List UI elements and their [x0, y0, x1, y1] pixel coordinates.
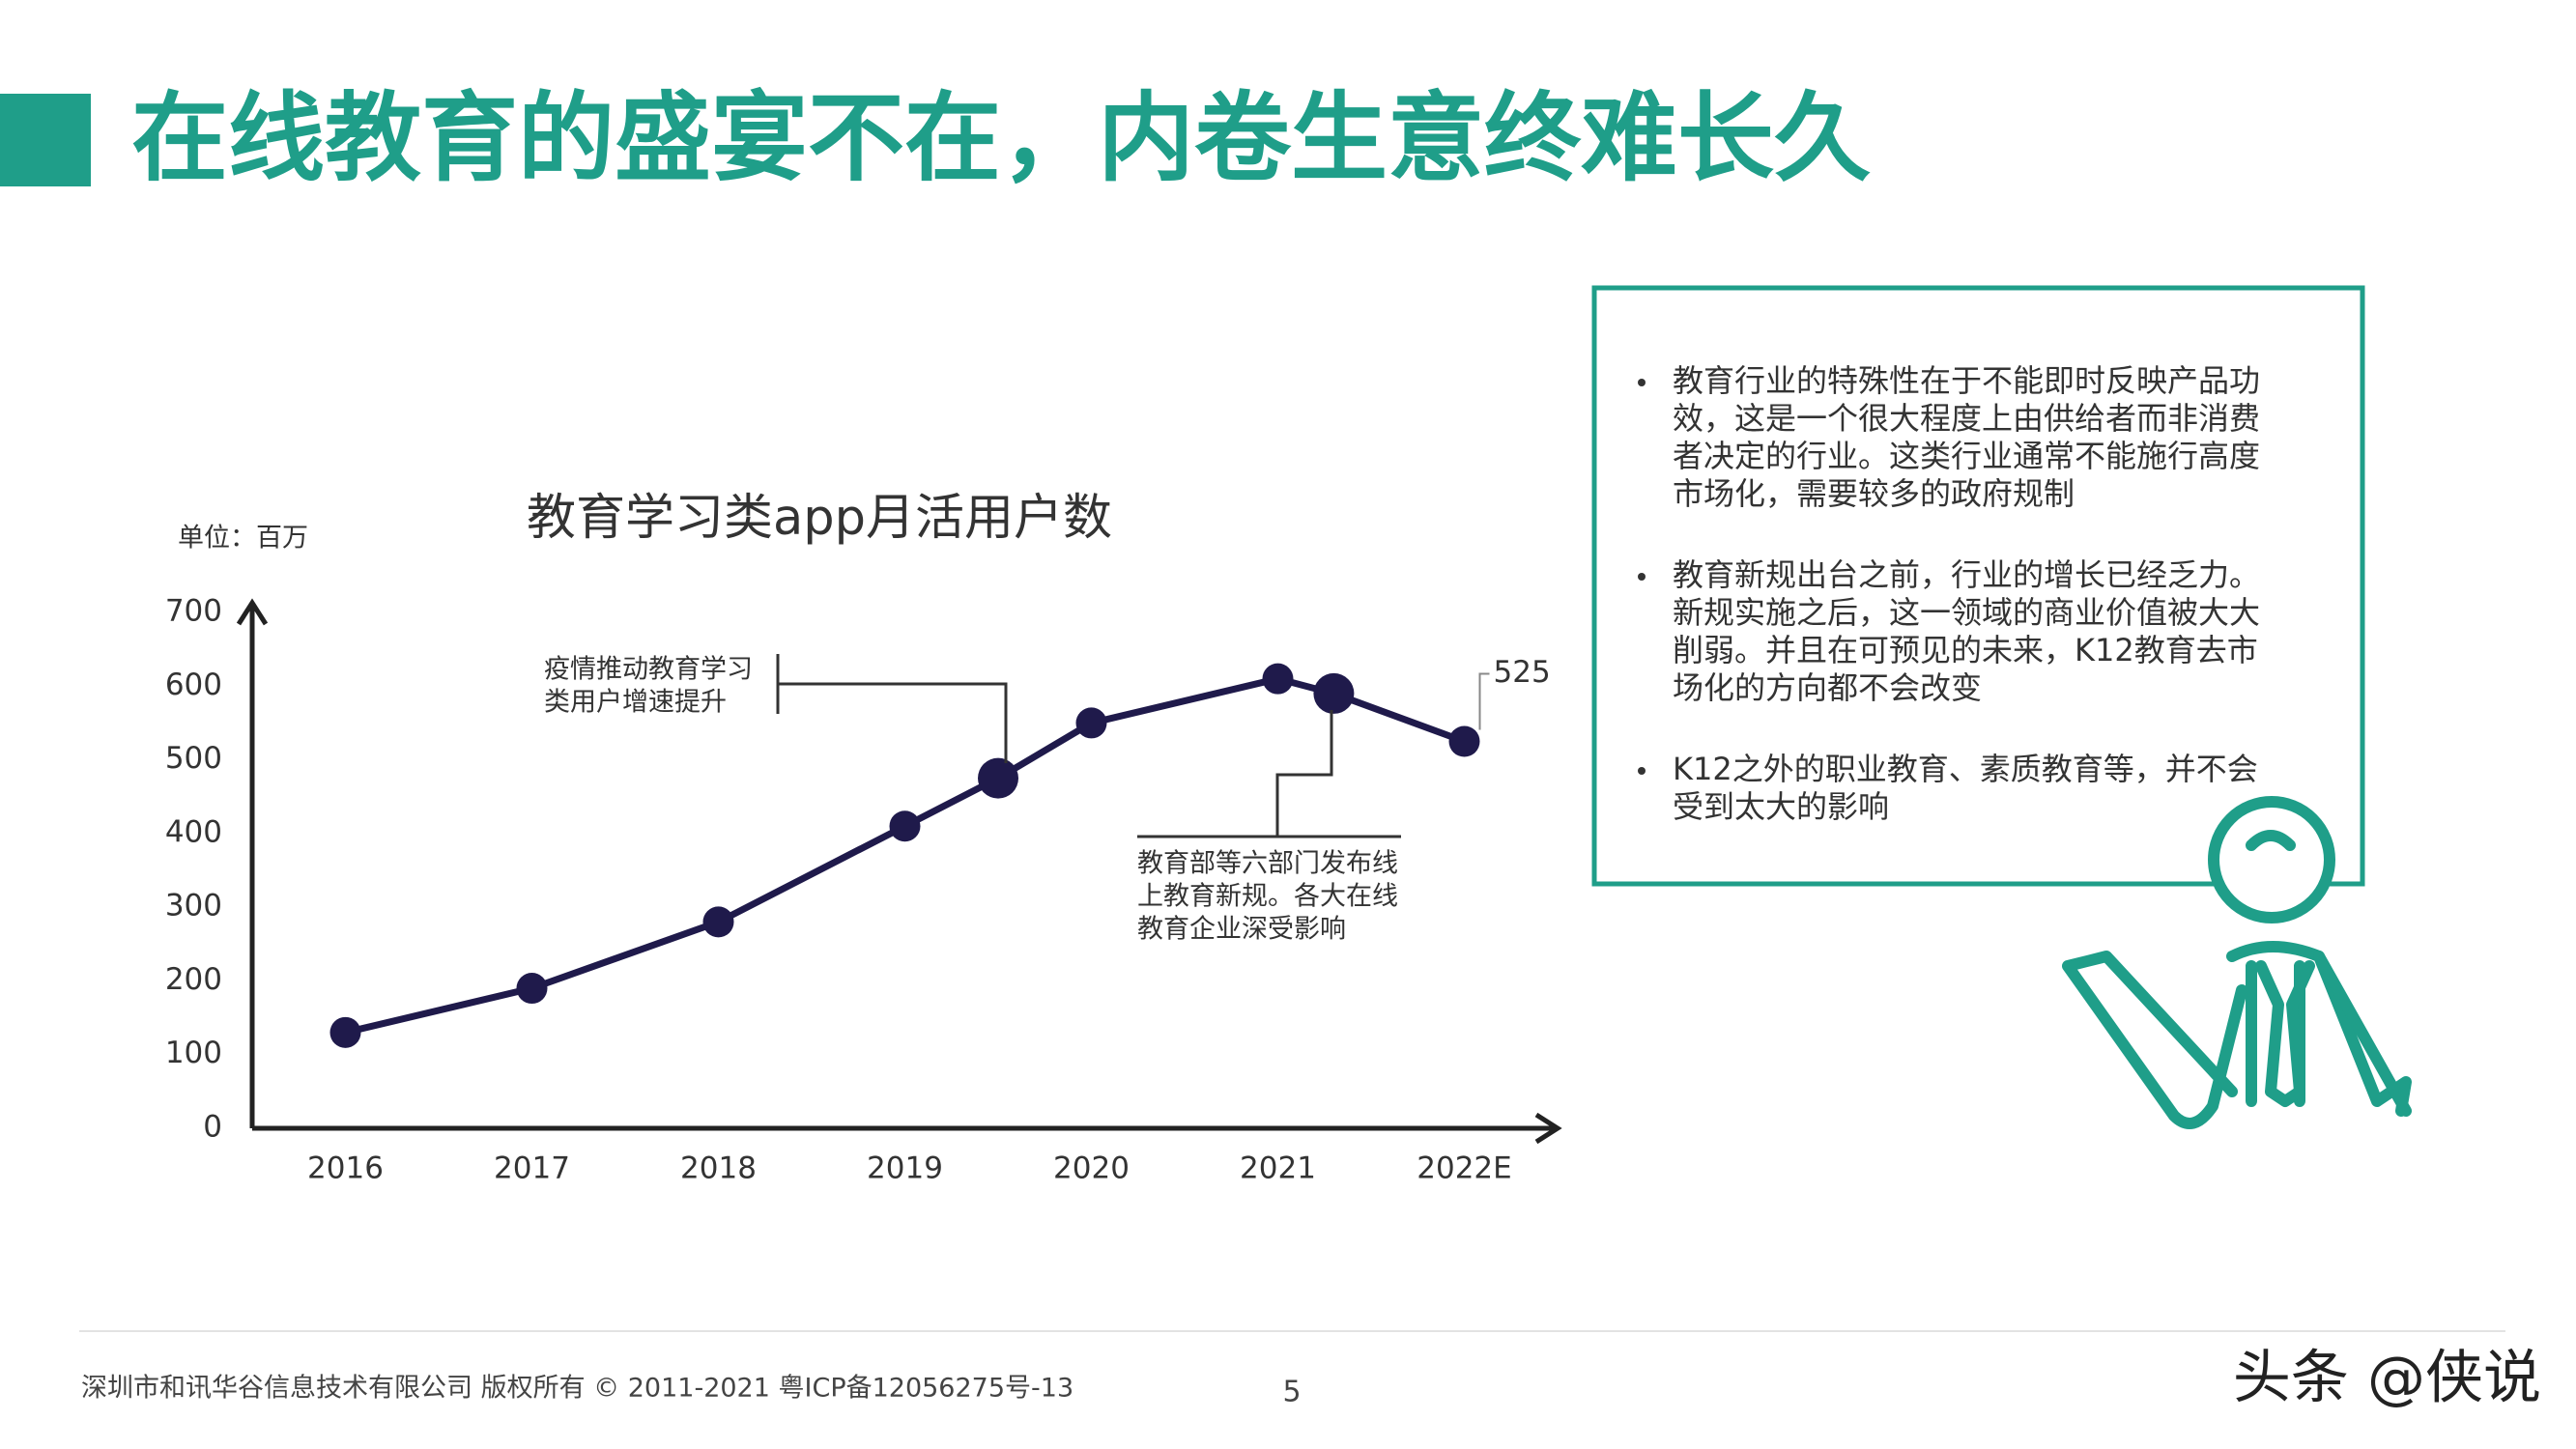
- annotation-text: 上教育新规。各大在线: [1137, 882, 1398, 912]
- y-tick-label: 700: [165, 594, 222, 629]
- data-point: [516, 973, 548, 1005]
- bullet-text: 削弱。并且在可预见的未来，K12教育去市: [1673, 632, 2258, 668]
- data-label: 525: [1494, 655, 1551, 690]
- annotation-text: 教育部等六部门发布线: [1137, 849, 1398, 879]
- data-point: [1075, 707, 1107, 739]
- bullet-text: 受到太大的影响: [1673, 788, 1889, 825]
- x-tick-label: 2021: [1240, 1151, 1316, 1186]
- annotation-connector: [1137, 710, 1401, 838]
- label-leader: [1478, 672, 1490, 730]
- bullet-text: 者决定的行业。这类行业通常不能施行高度: [1673, 438, 2260, 474]
- annotation-text: 类用户增速提升: [544, 688, 727, 718]
- data-point: [1448, 725, 1480, 757]
- data-point: [1313, 672, 1355, 714]
- y-tick-label: 600: [165, 668, 222, 702]
- y-tick-label: 300: [165, 889, 222, 923]
- data-point: [702, 906, 734, 938]
- person-icon: [2062, 796, 2412, 1129]
- x-tick-label: 2020: [1053, 1151, 1130, 1186]
- bullet-text: K12之外的职业教育、素质教育等，并不会: [1673, 751, 2258, 787]
- bullet-dot: [1638, 379, 1646, 386]
- data-point: [889, 810, 921, 842]
- y-tick-label: 0: [203, 1110, 222, 1145]
- data-point: [1262, 663, 1294, 695]
- slide-title: 在线教育的盛宴不在，内卷生意终难长久: [131, 81, 1871, 194]
- x-tick-label: 2018: [680, 1151, 757, 1186]
- x-tick-label: 2017: [494, 1151, 570, 1186]
- annotation-connector: [776, 654, 1008, 763]
- page-number: 5: [1282, 1376, 1301, 1409]
- copyright: 深圳市和讯华谷信息技术有限公司 版权所有 © 2011-2021 粤ICP备12…: [81, 1374, 1073, 1404]
- y-tick-label: 100: [165, 1036, 222, 1070]
- bullet-dot: [1638, 767, 1646, 775]
- annotation-text: 疫情推动教育学习: [544, 655, 753, 685]
- y-tick-label: 500: [165, 741, 222, 776]
- x-tick-label: 2019: [867, 1151, 943, 1186]
- bullet-text: 新规实施之后，这一领域的商业价值被大大: [1673, 594, 2260, 631]
- x-tick-label: 2016: [307, 1151, 384, 1186]
- data-point: [978, 757, 1018, 799]
- bullet-dot: [1638, 573, 1646, 581]
- notes-box: [1591, 285, 2365, 887]
- title-marker: [0, 94, 91, 186]
- watermark: 头条 @侠说: [2233, 1345, 2541, 1412]
- unit-label: 单位：百万: [178, 524, 308, 554]
- x-tick-label: 2022E: [1417, 1151, 1511, 1186]
- bullet-text: 市场化，需要较多的政府规制: [1673, 475, 2075, 512]
- data-point: [329, 1016, 361, 1048]
- bullet-text: 教育行业的特殊性在于不能即时反映产品功: [1673, 362, 2260, 399]
- bullet-text: 场化的方向都不会改变: [1673, 669, 1982, 706]
- x-axis-arrow: [1534, 1112, 1562, 1145]
- bullet-text: 效，这是一个很大程度上由供给者而非消费: [1673, 400, 2260, 437]
- y-tick-label: 400: [165, 814, 222, 849]
- annotation-text: 教育企业深受影响: [1137, 915, 1346, 945]
- y-tick-label: 200: [165, 962, 222, 997]
- chart-title: 教育学习类app月活用户数: [527, 490, 1112, 547]
- y-axis-arrow: [236, 598, 269, 626]
- bullet-text: 教育新规出台之前，行业的增长已经乏力。: [1673, 556, 2260, 593]
